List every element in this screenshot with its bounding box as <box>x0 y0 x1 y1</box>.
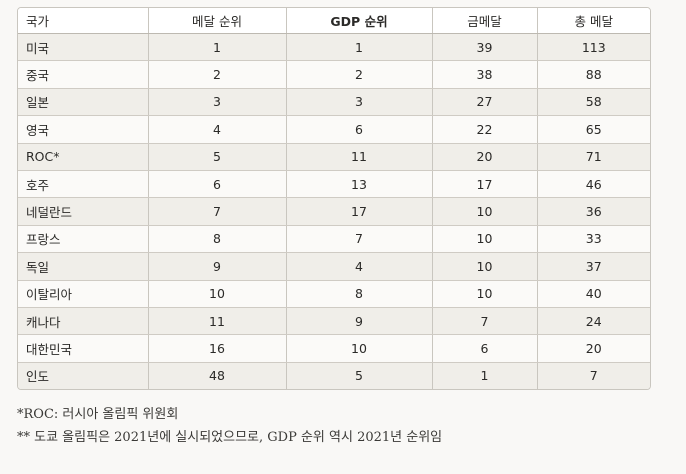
cell-gdp-rank: 4 <box>286 252 433 281</box>
cell-total: 37 <box>537 252 650 281</box>
cell-country: 일본 <box>18 88 149 117</box>
cell-country: 독일 <box>18 252 149 281</box>
cell-medal-rank: 3 <box>148 88 287 117</box>
cell-medal-rank: 8 <box>148 225 287 254</box>
table-row: 네덜란드 7 17 10 36 <box>18 197 650 226</box>
cell-gold: 10 <box>432 280 538 308</box>
cell-gdp-rank: 1 <box>286 33 433 62</box>
cell-country: 프랑스 <box>18 225 149 254</box>
footnotes: *ROC: 러시아 올림픽 위원회 ** 도쿄 올림픽은 2021년에 실시되었… <box>17 403 442 449</box>
table-body: 미국 1 1 39 113 중국 2 2 38 88 일본 3 3 27 58 영국 4 6 22 65 ROC* 5 11… <box>18 33 650 390</box>
header-row: 국가 메달 순위 GDP 순위 금메달 총 메달 <box>18 8 650 34</box>
cell-total: 7 <box>537 362 650 390</box>
cell-gold: 20 <box>432 143 538 171</box>
medal-table: 국가 메달 순위 GDP 순위 금메달 총 메달 미국 1 1 39 113 중국 2 2 38… <box>18 8 650 390</box>
cell-country: ROC* <box>18 143 149 171</box>
cell-gdp-rank: 17 <box>286 197 433 226</box>
cell-total: 65 <box>537 115 650 144</box>
table-row: 프랑스 8 7 10 33 <box>18 225 650 254</box>
table-row: ROC* 5 11 20 71 <box>18 143 650 171</box>
header-country: 국가 <box>18 8 149 34</box>
cell-medal-rank: 5 <box>148 143 287 171</box>
table-row: 독일 9 4 10 37 <box>18 252 650 281</box>
cell-medal-rank: 4 <box>148 115 287 144</box>
table-row: 중국 2 2 38 88 <box>18 60 650 89</box>
cell-gold: 38 <box>432 60 538 89</box>
cell-gold: 1 <box>432 362 538 390</box>
cell-gdp-rank: 5 <box>286 362 433 390</box>
table-row: 일본 3 3 27 58 <box>18 88 650 117</box>
cell-gdp-rank: 13 <box>286 170 433 199</box>
cell-total: 88 <box>537 60 650 89</box>
cell-total: 20 <box>537 334 650 363</box>
cell-gdp-rank: 8 <box>286 280 433 308</box>
table-row: 미국 1 1 39 113 <box>18 33 650 62</box>
cell-medal-rank: 9 <box>148 252 287 281</box>
cell-gold: 39 <box>432 33 538 62</box>
header-gdp-rank: GDP 순위 <box>286 8 433 34</box>
cell-total: 71 <box>537 143 650 171</box>
medal-table-container: 국가 메달 순위 GDP 순위 금메달 총 메달 미국 1 1 39 113 중국 2 2 38… <box>17 7 651 391</box>
cell-gdp-rank: 6 <box>286 115 433 144</box>
cell-gdp-rank: 9 <box>286 307 433 336</box>
footnote-gdp: ** 도쿄 올림픽은 2021년에 실시되었으므로, GDP 순위 역시 202… <box>17 430 443 445</box>
cell-total: 24 <box>537 307 650 336</box>
table-row: 호주 6 13 17 46 <box>18 170 650 199</box>
cell-gdp-rank: 7 <box>286 225 433 254</box>
cell-country: 호주 <box>18 170 149 199</box>
cell-country: 이탈리아 <box>18 280 149 308</box>
cell-country: 캐나다 <box>18 307 149 336</box>
cell-gold: 17 <box>432 170 538 199</box>
cell-country: 인도 <box>18 362 149 390</box>
table-header: 국가 메달 순위 GDP 순위 금메달 총 메달 <box>18 8 650 34</box>
cell-country: 네덜란드 <box>18 197 149 226</box>
header-medal-rank: 메달 순위 <box>148 8 287 34</box>
cell-country: 영국 <box>18 115 149 144</box>
cell-gold: 10 <box>432 252 538 281</box>
cell-country: 중국 <box>18 60 149 89</box>
cell-gold: 27 <box>432 88 538 117</box>
cell-medal-rank: 16 <box>148 334 287 363</box>
cell-total: 33 <box>537 225 650 254</box>
cell-gdp-rank: 3 <box>286 88 433 117</box>
cell-total: 46 <box>537 170 650 199</box>
cell-gdp-rank: 11 <box>286 143 433 171</box>
table-row: 영국 4 6 22 65 <box>18 115 650 144</box>
cell-total: 40 <box>537 280 650 308</box>
header-gold: 금메달 <box>432 8 538 34</box>
cell-total: 58 <box>537 88 650 117</box>
cell-gold: 7 <box>432 307 538 336</box>
table-row: 이탈리아 10 8 10 40 <box>18 280 650 308</box>
cell-gdp-rank: 10 <box>286 334 433 363</box>
cell-medal-rank: 11 <box>148 307 287 336</box>
table-row: 캐나다 11 9 7 24 <box>18 307 650 336</box>
cell-medal-rank: 48 <box>148 362 287 390</box>
table-row: 대한민국 16 10 6 20 <box>18 334 650 363</box>
cell-country: 미국 <box>18 33 149 62</box>
cell-gold: 6 <box>432 334 538 363</box>
cell-total: 36 <box>537 197 650 226</box>
cell-total: 113 <box>537 33 650 62</box>
cell-gold: 10 <box>432 225 538 254</box>
footnote-roc: *ROC: 러시아 올림픽 위원회 <box>17 407 179 422</box>
cell-medal-rank: 7 <box>148 197 287 226</box>
cell-gold: 10 <box>432 197 538 226</box>
cell-medal-rank: 1 <box>148 33 287 62</box>
cell-gold: 22 <box>432 115 538 144</box>
cell-gdp-rank: 2 <box>286 60 433 89</box>
cell-medal-rank: 6 <box>148 170 287 199</box>
cell-medal-rank: 10 <box>148 280 287 308</box>
cell-country: 대한민국 <box>18 334 149 363</box>
header-total: 총 메달 <box>537 8 650 34</box>
table-row: 인도 48 5 1 7 <box>18 362 650 390</box>
cell-medal-rank: 2 <box>148 60 287 89</box>
